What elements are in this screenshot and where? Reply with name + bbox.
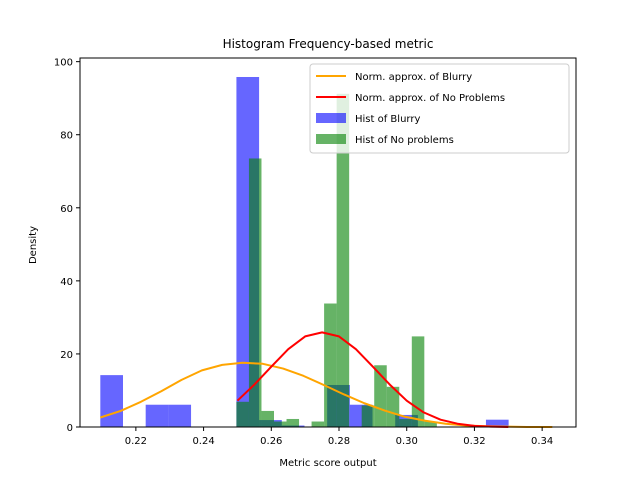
legend-label-norm-approx-of-blurry: Norm. approx. of Blurry xyxy=(355,72,472,83)
y-tick-label: 60 xyxy=(60,204,73,215)
hist-bar xyxy=(145,404,169,427)
legend-box xyxy=(309,63,570,154)
hist-bar xyxy=(485,419,509,427)
hist-bar xyxy=(273,421,287,427)
x-tick-label: 0.34 xyxy=(531,436,553,447)
hist-bar xyxy=(374,365,387,427)
x-axis-label: Metric score output xyxy=(279,458,376,469)
legend-label-hist-of-no-problems: Hist of No problems xyxy=(355,135,454,146)
hist-bar xyxy=(336,93,350,428)
hist-bar xyxy=(236,401,249,427)
plot-area xyxy=(100,76,553,428)
legend-label-hist-of-blurry: Hist of Blurry xyxy=(355,114,420,125)
x-tick-label: 0.24 xyxy=(192,436,214,447)
y-axis-label: Density xyxy=(28,226,39,264)
legend: Norm. approx. of Blurry Norm. approx. of … xyxy=(309,63,570,154)
line-norm-approx-of-no-problems xyxy=(236,331,509,428)
hist-bar xyxy=(286,418,300,427)
series-hist-of-no-problems xyxy=(236,93,437,428)
x-tick-label: 0.32 xyxy=(463,436,485,447)
axes-frame xyxy=(79,57,577,428)
legend-label-norm-approx-of-no-problems: Norm. approx. of No Problems xyxy=(355,93,505,104)
hist-bar xyxy=(424,421,437,427)
hist-bar xyxy=(100,375,123,427)
axis-ticks: 0.22 0.24 0.26 0.28 0.30 0.32 0.34 0 20 40 60 80 100 xyxy=(54,58,553,447)
hist-bar xyxy=(386,386,400,427)
hist-bar xyxy=(248,158,262,428)
legend-swatch-hist-of-no-problems xyxy=(316,134,346,144)
y-tick-label: 40 xyxy=(60,277,73,288)
x-tick-label: 0.26 xyxy=(260,436,282,447)
hist-bar xyxy=(324,303,337,427)
hist-bar xyxy=(261,410,274,427)
y-tick-label: 80 xyxy=(60,131,73,142)
x-tick-label: 0.30 xyxy=(396,436,418,447)
y-tick-label: 100 xyxy=(54,58,73,69)
y-tick-label: 20 xyxy=(60,350,73,361)
hist-bar xyxy=(311,421,325,427)
y-tick-label: 0 xyxy=(67,423,73,434)
hist-bar xyxy=(411,336,425,427)
chart-title: Histogram Frequency-based metric xyxy=(223,37,434,51)
hist-bar xyxy=(168,404,192,427)
hist-bar xyxy=(361,405,375,427)
x-tick-label: 0.28 xyxy=(328,436,350,447)
legend-swatch-hist-of-blurry xyxy=(316,113,346,123)
hist-bar xyxy=(399,418,412,427)
x-tick-label: 0.22 xyxy=(125,436,147,447)
